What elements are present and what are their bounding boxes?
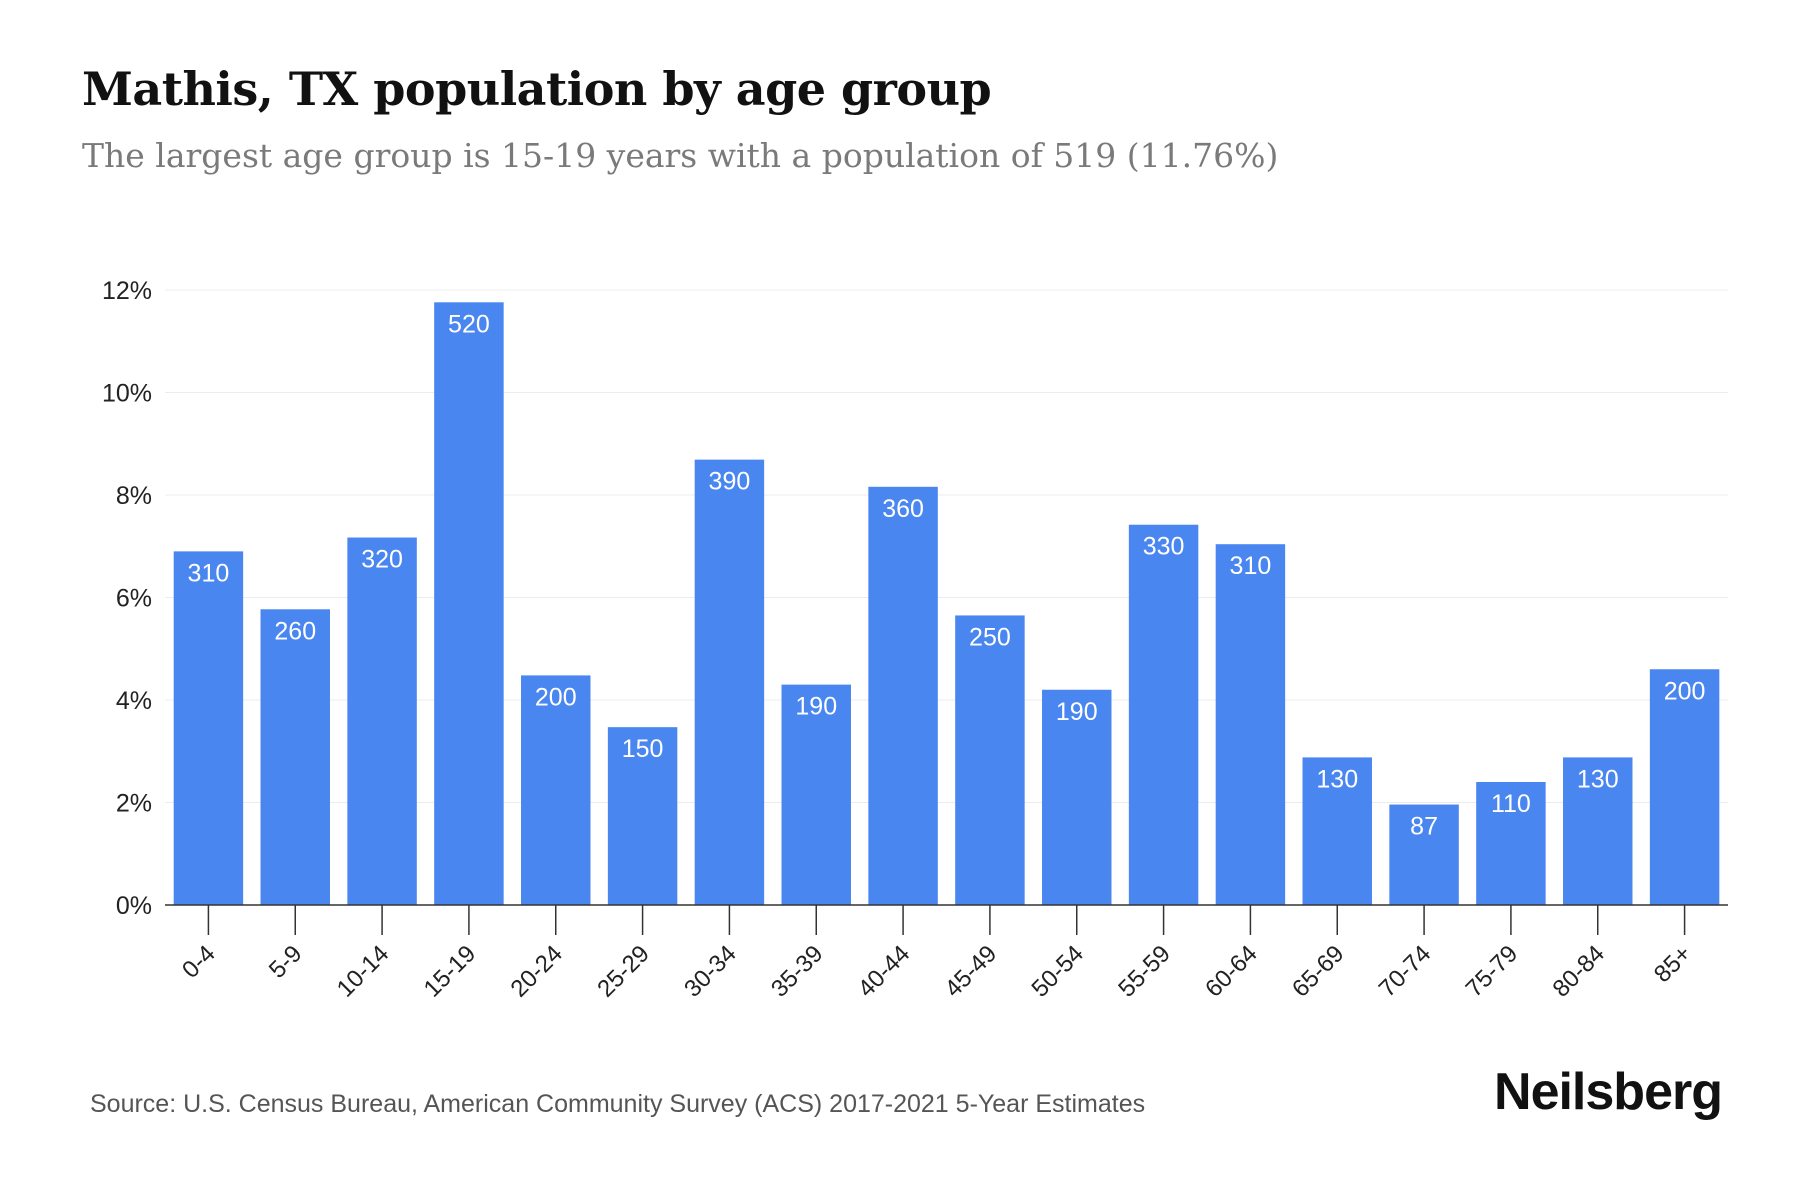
bar [1649, 669, 1720, 905]
bar [868, 486, 938, 905]
data-label: 190 [1056, 698, 1098, 726]
y-tick-label: 6% [116, 585, 152, 613]
x-tick-label: 65-69 [1287, 940, 1350, 1003]
data-labels: 310 260 320 520 200 150 390 190 360 250 190 330 310 1… [188, 310, 1706, 840]
x-tick-label: 60-64 [1200, 940, 1263, 1003]
grid-lines [165, 289, 1728, 803]
chart-title: Mathis, TX population by age group [82, 62, 992, 116]
data-label: 320 [361, 546, 403, 574]
data-label: 360 [882, 495, 924, 523]
bar [260, 609, 330, 905]
x-tick-label: 45-49 [940, 940, 1003, 1003]
bar [434, 302, 504, 905]
bar [521, 675, 591, 905]
bar [173, 551, 244, 905]
x-tick-label: 5-9 [264, 940, 308, 984]
x-tick-label: 25-29 [592, 940, 655, 1003]
data-label: 310 [188, 559, 230, 587]
data-label: 250 [969, 623, 1011, 651]
bar [781, 684, 851, 905]
bars [173, 302, 1720, 905]
x-tick-label: 70-74 [1374, 940, 1437, 1003]
x-tick-label: 10-14 [332, 940, 395, 1003]
y-tick-label: 8% [116, 482, 152, 510]
bar [1128, 524, 1199, 905]
data-label: 200 [1664, 677, 1706, 705]
bar [1042, 689, 1112, 905]
y-tick-label: 0% [116, 892, 152, 920]
data-label: 190 [795, 693, 837, 721]
bar [1215, 544, 1286, 905]
x-tick-label: 35-39 [766, 940, 829, 1003]
x-tick-label: 80-84 [1547, 940, 1610, 1003]
data-label: 150 [622, 735, 664, 763]
data-label: 130 [1577, 765, 1619, 793]
x-tick-label: 40-44 [853, 940, 916, 1003]
data-label: 260 [274, 617, 316, 645]
bar [347, 537, 417, 905]
y-tick-label: 12% [102, 277, 152, 305]
bar [1389, 804, 1459, 905]
x-tick-label: 0-4 [177, 940, 221, 984]
brand-logo: Neilsberg [1494, 1063, 1723, 1121]
bar [1302, 757, 1372, 905]
data-label: 330 [1143, 533, 1185, 561]
bar [694, 459, 765, 905]
x-tick-label: 20-24 [505, 940, 568, 1003]
x-tick-label: 50-54 [1026, 940, 1089, 1003]
bar [1476, 782, 1546, 905]
x-tick-label: 15-19 [419, 940, 482, 1003]
y-tick-label: 2% [116, 790, 152, 818]
x-tick-label: 55-59 [1113, 940, 1176, 1003]
y-tick-label: 10% [102, 380, 152, 408]
data-label: 110 [1491, 790, 1531, 818]
x-tick-label: 30-34 [679, 940, 742, 1003]
data-label: 200 [535, 683, 577, 711]
data-label: 130 [1316, 765, 1358, 793]
source-note: Source: U.S. Census Bureau, American Com… [90, 1090, 1146, 1118]
chart-subtitle: The largest age group is 15-19 years wit… [82, 136, 1279, 175]
data-label: 520 [448, 310, 490, 338]
data-label: 390 [709, 468, 751, 496]
y-axis-tick-labels: 0% 2% 4% 6% 8% 10% 12% [102, 277, 152, 920]
y-tick-label: 4% [116, 687, 152, 715]
x-tick-label: 75-79 [1461, 940, 1524, 1003]
bar [955, 615, 1025, 905]
x-tick-label: 85+ [1649, 940, 1697, 988]
data-label: 310 [1230, 552, 1272, 580]
x-axis-ticks [207, 905, 1686, 935]
bar [607, 727, 678, 905]
x-axis-tick-labels: 0-4 5-9 10-14 15-19 20-24 25-29 30-34 35-39 40-4… [177, 940, 1697, 1003]
data-label: 87 [1410, 813, 1438, 841]
bar [1563, 757, 1633, 905]
